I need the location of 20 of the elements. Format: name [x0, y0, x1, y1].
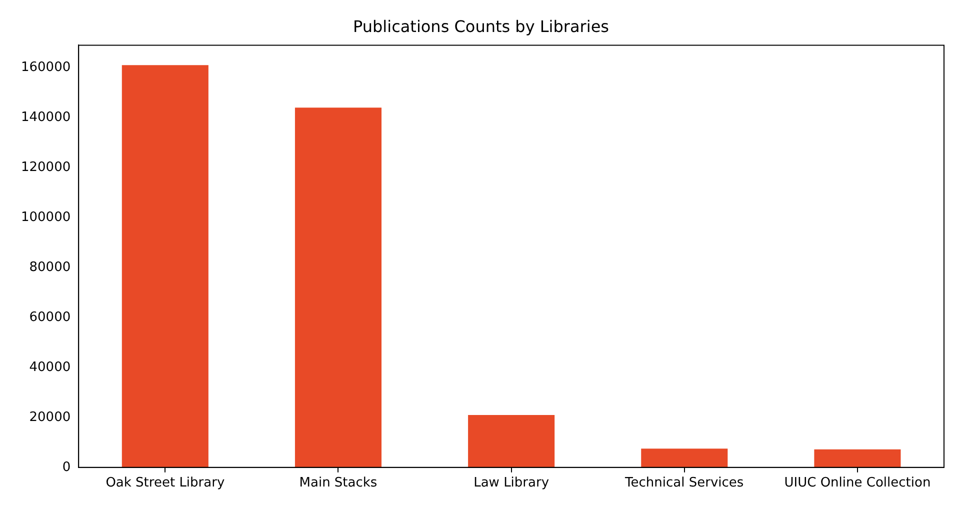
bar	[814, 449, 901, 468]
bar	[641, 448, 728, 468]
x-tick-label: Law Library	[474, 476, 550, 491]
y-tick-label: 60000	[29, 310, 71, 325]
y-tick-label: 140000	[20, 110, 71, 126]
y-tick-label: 80000	[29, 260, 71, 275]
bar	[468, 414, 555, 468]
bar	[294, 108, 382, 468]
x-tick-label: UIUC Online Collection	[784, 476, 931, 491]
x-tick-label: Oak Street Library	[106, 476, 225, 491]
y-tick-label: 0	[62, 460, 71, 475]
y-tick-label: 40000	[29, 360, 71, 375]
x-tick-label: Main Stacks	[299, 476, 378, 491]
y-tick-label: 120000	[20, 160, 71, 175]
x-tick-label: Technical Services	[624, 476, 744, 491]
chart-title: Publications Counts by Libraries	[353, 16, 609, 36]
y-tick-label: 100000	[20, 210, 71, 225]
y-tick-label: 20000	[29, 410, 71, 425]
bar	[122, 65, 208, 468]
y-tick-label: 160000	[20, 60, 71, 76]
